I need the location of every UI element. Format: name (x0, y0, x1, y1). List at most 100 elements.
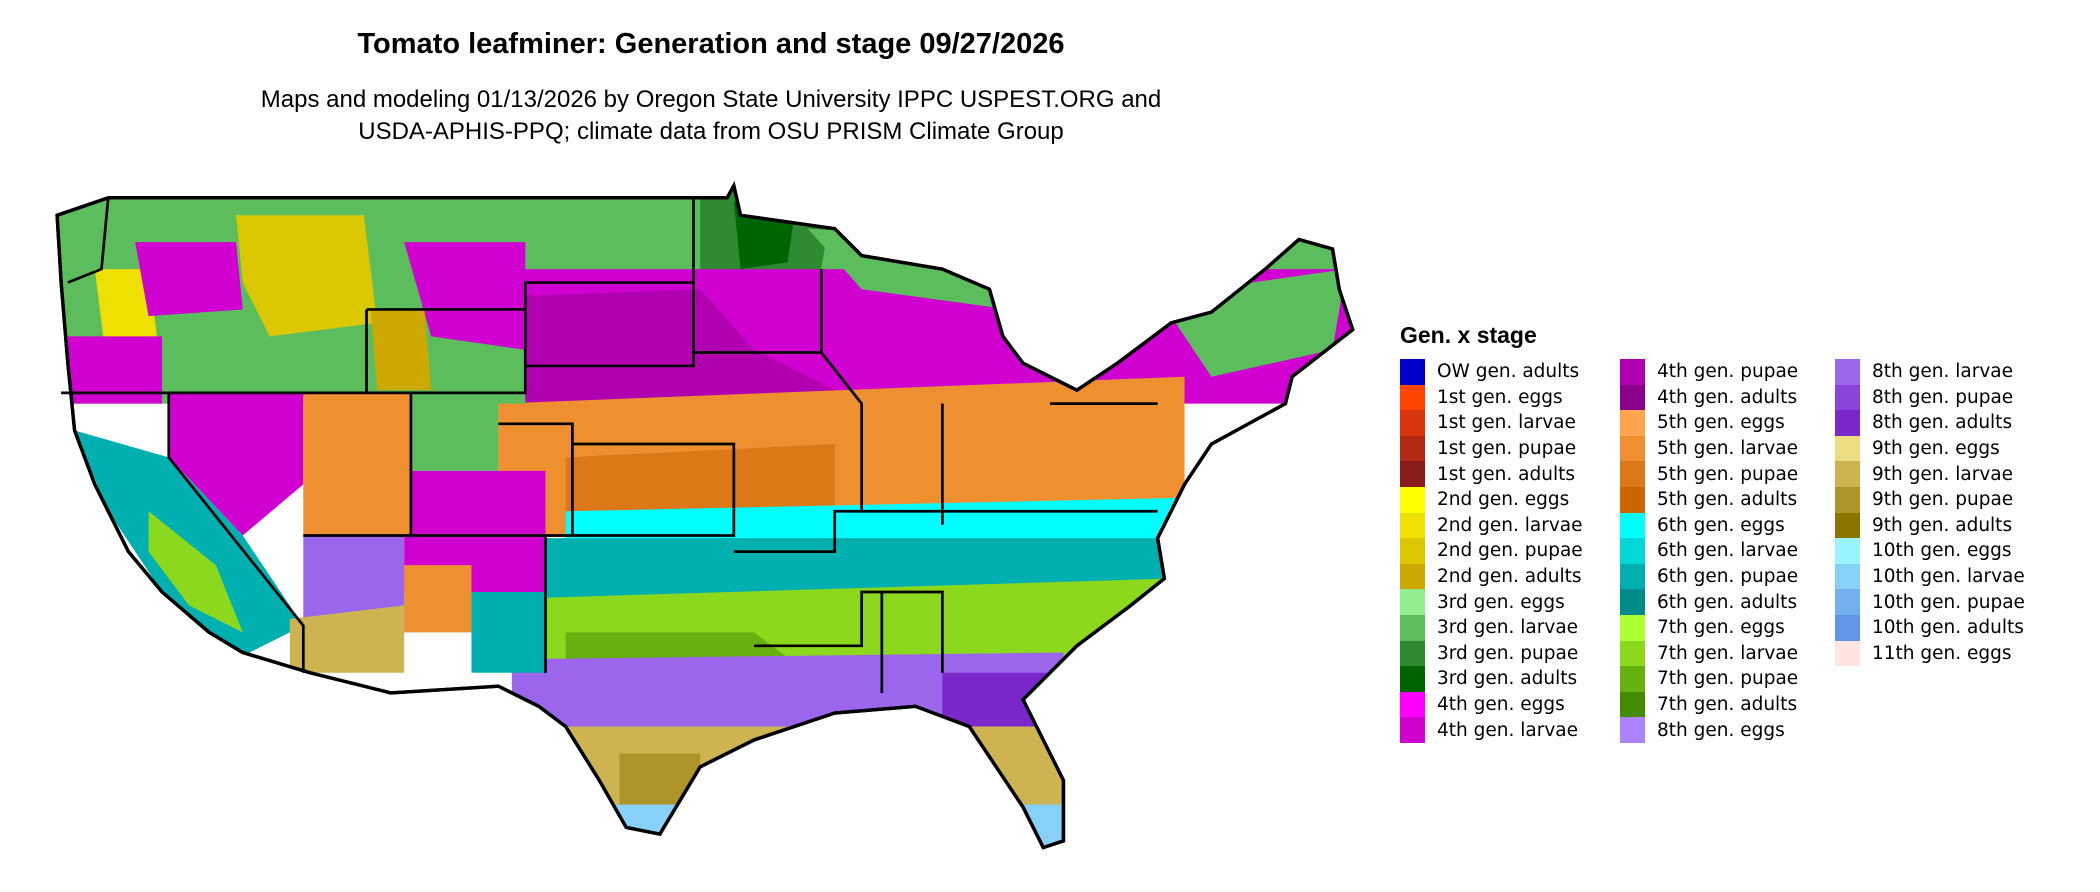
legend-swatch (1620, 717, 1645, 743)
legend-swatch (1400, 589, 1425, 615)
map-subtitle-line1: Maps and modeling 01/13/2026 by Oregon S… (260, 86, 1162, 113)
stage-region (410, 470, 546, 536)
legend-item: 4th gen. pupae (1620, 359, 1798, 385)
legend-label: 4th gen. pupae (1657, 361, 1799, 383)
legend-item: 8th gen. eggs (1620, 717, 1785, 743)
legend-item: 1st gen. adults (1400, 461, 1575, 487)
legend-swatch (1400, 512, 1425, 539)
legend-swatch (1400, 410, 1425, 436)
legend-label: 6th gen. adults (1657, 591, 1798, 613)
legend-label: 4th gen. eggs (1437, 694, 1565, 716)
state-border (693, 351, 863, 512)
legend-swatch (1835, 563, 1860, 590)
legend-item: 3rd gen. eggs (1400, 589, 1565, 615)
legend-swatch (1400, 717, 1425, 743)
stage-region (67, 336, 163, 404)
stage-region (303, 392, 411, 536)
legend-item: 5th gen. pupae (1620, 461, 1798, 487)
legend-swatch (1400, 563, 1425, 590)
legend-swatch (1835, 384, 1860, 411)
state-border (754, 590, 944, 673)
legend-label: 3rd gen. eggs (1437, 591, 1565, 613)
state-border (733, 509, 1158, 553)
stage-region (942, 672, 1064, 727)
legend-label: 9th gen. pupae (1872, 489, 2014, 511)
legend-swatch (1835, 615, 1860, 641)
legend-item: 7th gen. larvae (1620, 640, 1798, 667)
legend-swatch (1835, 435, 1860, 462)
legend-item: 5th gen. larvae (1620, 435, 1798, 462)
legend-label: 5th gen. eggs (1657, 412, 1785, 434)
legend-label: 9th gen. larvae (1872, 463, 2013, 485)
state-border (67, 197, 110, 284)
legend-label: 2nd gen. pupae (1437, 540, 1583, 562)
stage-region (370, 309, 432, 391)
legend-swatch (1620, 589, 1645, 615)
legend-item: 8th gen. adults (1835, 410, 2012, 436)
legend-item: 7th gen. pupae (1620, 666, 1798, 692)
legend-item: 9th gen. adults (1835, 512, 2013, 539)
legend-label: 9th gen. adults (1872, 514, 2013, 536)
legend-swatch (1400, 640, 1425, 667)
legend-swatch (1400, 666, 1425, 692)
legend-label: 3rd gen. larvae (1437, 617, 1579, 639)
legend-swatch (1835, 512, 1860, 539)
stage-region (148, 511, 243, 633)
legend-swatch (1400, 461, 1425, 487)
legend-item: 3rd gen. adults (1400, 666, 1577, 692)
legend-swatch (1400, 691, 1425, 718)
legend-label: 10th gen. pupae (1872, 591, 2025, 613)
legend-label: 6th gen. eggs (1657, 514, 1785, 536)
legend-swatch (1400, 487, 1425, 513)
legend-swatch (1620, 410, 1645, 436)
legend-swatch (1835, 461, 1860, 487)
legend-item: 3rd gen. pupae (1400, 640, 1578, 667)
stage-region (135, 242, 243, 317)
map-subtitle-line2: USDA-APHIS-PPQ; climate data from OSU PR… (358, 118, 1064, 145)
legend-label: 6th gen. pupae (1657, 566, 1799, 588)
legend-item: 10th gen. larvae (1835, 563, 2025, 590)
legend-label: 10th gen. adults (1872, 617, 2024, 639)
legend-swatch (1835, 359, 1860, 385)
legend-swatch (1400, 359, 1425, 385)
legend-label: 7th gen. eggs (1657, 617, 1785, 639)
legend-item: 8th gen. larvae (1835, 359, 2013, 385)
legend-swatch (1835, 487, 1860, 513)
legend-label: 8th gen. larvae (1872, 361, 2013, 383)
us-outline (55, 181, 1355, 850)
legend-item: 5th gen. adults (1620, 487, 1797, 513)
legend-item: 6th gen. larvae (1620, 538, 1798, 564)
legend-item: 2nd gen. larvae (1400, 512, 1583, 539)
legend-item: 3rd gen. larvae (1400, 615, 1578, 641)
legend-swatch (1620, 461, 1645, 487)
legend-label: 1st gen. adults (1437, 463, 1575, 485)
legend-label: OW gen. adults (1437, 361, 1580, 383)
legend-item: 10th gen. adults (1835, 615, 2024, 641)
legend-swatch (1620, 512, 1645, 539)
legend-swatch (1620, 538, 1645, 564)
state-border (167, 392, 305, 673)
legend-swatch (1620, 384, 1645, 411)
legend-label: 2nd gen. eggs (1437, 489, 1570, 511)
legend-swatch (1835, 589, 1860, 615)
legend-swatch (1400, 615, 1425, 641)
legend-label: 7th gen. pupae (1657, 668, 1799, 690)
legend-swatch (1835, 538, 1860, 564)
legend-swatch (1620, 615, 1645, 641)
legend-label: 2nd gen. adults (1437, 566, 1582, 588)
legend-item: 9th gen. pupae (1835, 487, 2013, 513)
legend-label: 9th gen. eggs (1872, 438, 2000, 460)
stage-region (236, 215, 378, 337)
legend-label: 2nd gen. larvae (1437, 514, 1583, 536)
legend-item: 1st gen. eggs (1400, 384, 1563, 411)
legend-item: 4th gen. adults (1620, 384, 1797, 411)
state-borders (61, 197, 1158, 693)
stage-region (289, 605, 405, 673)
legend-label: 10th gen. eggs (1872, 540, 2012, 562)
legend-item: 4th gen. eggs (1400, 691, 1565, 718)
legend-swatch (1400, 435, 1425, 462)
legend-item: 2nd gen. eggs (1400, 487, 1569, 513)
legend-label: 8th gen. eggs (1657, 719, 1785, 741)
legend-item: 9th gen. eggs (1835, 435, 2000, 462)
